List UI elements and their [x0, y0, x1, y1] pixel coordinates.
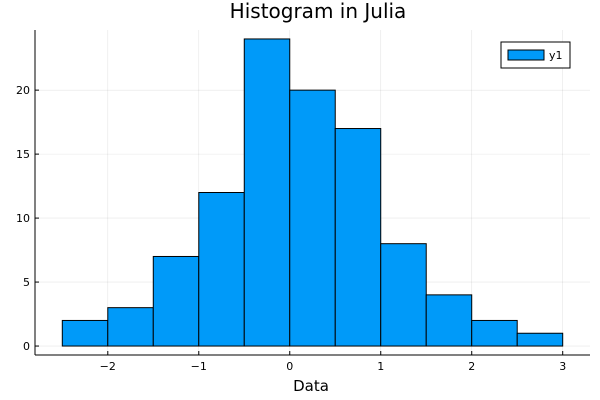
bar-1 — [107, 307, 154, 347]
axes — [34, 30, 590, 356]
y-tick-label-2: 10 — [16, 212, 30, 225]
y-tick-label-3: 15 — [16, 148, 30, 161]
bar-2 — [152, 255, 200, 347]
x-tick-label-5: 3 — [559, 360, 566, 373]
bar-8 — [425, 294, 473, 347]
x-tick-label-2: 0 — [286, 360, 293, 373]
bar-9 — [471, 319, 518, 347]
legend-label: y1 — [549, 49, 563, 62]
tick-labels: −2 −1 0 1 2 3 0 5 10 15 20 — [16, 84, 566, 373]
bar-7 — [380, 243, 427, 347]
x-axis-label: Data — [293, 377, 329, 395]
bar-5 — [289, 89, 336, 347]
bar-0 — [61, 319, 109, 347]
bar-3 — [198, 192, 245, 347]
y-tick-label-4: 20 — [16, 84, 30, 97]
bars — [61, 38, 564, 347]
y-tick-label-0: 0 — [23, 340, 30, 353]
bar-6 — [334, 128, 382, 347]
x-tick-label-0: −2 — [100, 360, 116, 373]
x-tick-label-1: −1 — [191, 360, 207, 373]
bar-4 — [243, 38, 291, 347]
legend-swatch — [507, 49, 545, 61]
legend: y1 — [500, 41, 571, 69]
bar-10 — [516, 332, 564, 347]
y-tick-label-1: 5 — [23, 276, 30, 289]
x-tick-label-3: 1 — [377, 360, 384, 373]
x-tick-label-4: 2 — [468, 360, 475, 373]
chart-title: Histogram in Julia — [230, 0, 407, 23]
